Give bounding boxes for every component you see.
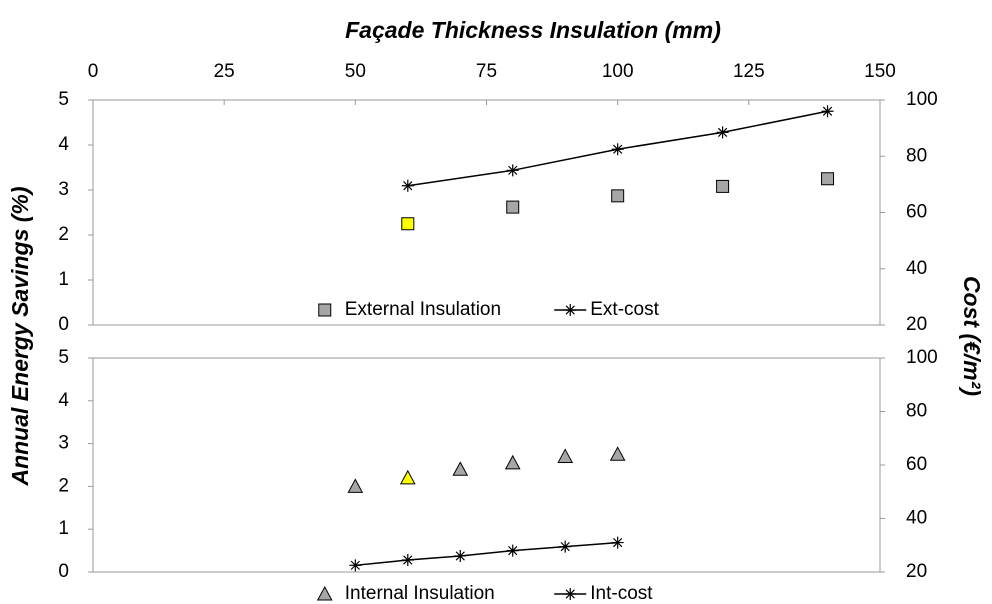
marker	[506, 200, 520, 214]
marker	[506, 164, 519, 177]
marker	[557, 448, 574, 463]
marker	[452, 461, 469, 476]
marker	[316, 585, 333, 601]
marker	[609, 446, 626, 461]
marker	[401, 217, 415, 231]
y-axis-title: Annual Energy Savings (%)	[7, 186, 33, 486]
y2-tick-label: 60	[906, 454, 927, 475]
x-tick-label: 100	[602, 61, 634, 82]
y2-tick-label: 20	[906, 561, 927, 582]
x-tick-label: 0	[88, 61, 99, 82]
series-line	[355, 541, 618, 567]
y2-tick-label: 80	[906, 401, 927, 422]
y2-tick-label: 60	[906, 202, 927, 223]
legend-label: External Insulation	[345, 299, 501, 320]
y2-tick-label: 100	[906, 347, 938, 368]
marker	[401, 179, 414, 192]
marker	[347, 478, 364, 493]
marker	[821, 172, 835, 186]
marker	[318, 303, 332, 317]
marker	[564, 304, 577, 316]
y2-tick-label: 40	[906, 258, 927, 279]
x-tick-label: 150	[864, 61, 896, 82]
legend-label: Int-cost	[590, 583, 653, 604]
marker	[611, 143, 624, 156]
y-tick-label: 1	[58, 518, 69, 539]
y-tick-label: 4	[58, 390, 69, 411]
y-tick-label: 2	[58, 475, 69, 496]
x-tick-label: 50	[345, 61, 366, 82]
marker	[349, 559, 362, 572]
y2-axis-title: Cost (€/m²)	[959, 276, 985, 396]
marker	[564, 588, 577, 600]
marker	[504, 454, 521, 470]
y-tick-label: 1	[58, 269, 69, 290]
x-tick-label: 25	[214, 61, 235, 82]
y-tick-label: 0	[58, 314, 69, 335]
marker	[454, 549, 467, 562]
y-tick-label: 2	[58, 224, 69, 245]
marker	[716, 126, 729, 139]
y-tick-label: 3	[58, 179, 69, 200]
y-tick-label: 0	[58, 561, 69, 582]
marker	[821, 105, 834, 118]
y2-tick-label: 80	[906, 145, 927, 166]
x-axis-title: Façade Thickness Insulation (mm)	[345, 17, 721, 43]
marker	[559, 540, 572, 553]
legend-label: Ext-cost	[590, 299, 659, 320]
y2-tick-label: 40	[906, 508, 927, 529]
y-tick-label: 5	[58, 89, 69, 110]
marker	[611, 536, 624, 549]
marker	[611, 189, 625, 203]
y2-tick-label: 100	[906, 89, 938, 110]
x-tick-label: 75	[476, 61, 497, 82]
marker	[401, 553, 414, 566]
marker	[399, 469, 416, 485]
x-tick-label: 125	[733, 61, 765, 82]
y-tick-label: 3	[58, 433, 69, 454]
y-tick-label: 4	[58, 134, 69, 155]
y2-tick-label: 20	[906, 314, 927, 335]
marker	[716, 179, 730, 193]
marker	[506, 544, 519, 557]
y-tick-label: 5	[58, 347, 69, 368]
legend-label: Internal Insulation	[345, 583, 495, 604]
